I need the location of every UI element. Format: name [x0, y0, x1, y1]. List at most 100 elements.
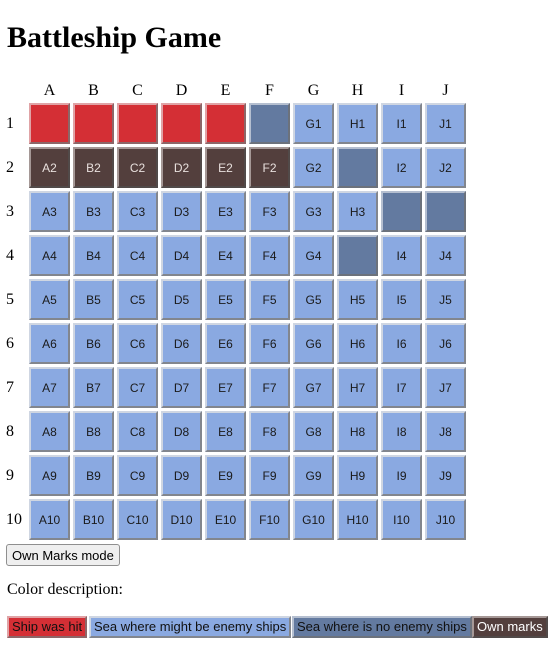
cell-d8[interactable]: D8 — [161, 411, 202, 452]
cell-j5[interactable]: J5 — [425, 279, 466, 320]
cell-j10[interactable]: J10 — [425, 499, 466, 540]
cell-a6[interactable]: A6 — [29, 323, 70, 364]
cell-b2[interactable]: B2 — [73, 147, 114, 188]
cell-a7[interactable]: A7 — [29, 367, 70, 408]
cell-i7[interactable]: I7 — [381, 367, 422, 408]
cell-j7[interactable]: J7 — [425, 367, 466, 408]
own-marks-mode-button[interactable]: Own Marks mode — [6, 544, 120, 566]
cell-j8[interactable]: J8 — [425, 411, 466, 452]
cell-f10[interactable]: F10 — [249, 499, 290, 540]
cell-h4[interactable] — [337, 235, 378, 276]
cell-i1[interactable]: I1 — [381, 103, 422, 144]
cell-e9[interactable]: E9 — [205, 455, 246, 496]
cell-b1[interactable] — [73, 103, 114, 144]
cell-a5[interactable]: A5 — [29, 279, 70, 320]
cell-i2[interactable]: I2 — [381, 147, 422, 188]
cell-h9[interactable]: H9 — [337, 455, 378, 496]
cell-g1[interactable]: G1 — [293, 103, 334, 144]
cell-h5[interactable]: H5 — [337, 279, 378, 320]
cell-d3[interactable]: D3 — [161, 191, 202, 232]
cell-f7[interactable]: F7 — [249, 367, 290, 408]
cell-d10[interactable]: D10 — [161, 499, 202, 540]
cell-g2[interactable]: G2 — [293, 147, 334, 188]
cell-g8[interactable]: G8 — [293, 411, 334, 452]
cell-g10[interactable]: G10 — [293, 499, 334, 540]
cell-i6[interactable]: I6 — [381, 323, 422, 364]
cell-c8[interactable]: C8 — [117, 411, 158, 452]
cell-a10[interactable]: A10 — [29, 499, 70, 540]
cell-a4[interactable]: A4 — [29, 235, 70, 276]
cell-c4[interactable]: C4 — [117, 235, 158, 276]
cell-g6[interactable]: G6 — [293, 323, 334, 364]
cell-f8[interactable]: F8 — [249, 411, 290, 452]
cell-h10[interactable]: H10 — [337, 499, 378, 540]
cell-d9[interactable]: D9 — [161, 455, 202, 496]
cell-h6[interactable]: H6 — [337, 323, 378, 364]
cell-c5[interactable]: C5 — [117, 279, 158, 320]
cell-c3[interactable]: C3 — [117, 191, 158, 232]
cell-g5[interactable]: G5 — [293, 279, 334, 320]
cell-b7[interactable]: B7 — [73, 367, 114, 408]
cell-b6[interactable]: B6 — [73, 323, 114, 364]
cell-c2[interactable]: C2 — [117, 147, 158, 188]
cell-j6[interactable]: J6 — [425, 323, 466, 364]
cell-c6[interactable]: C6 — [117, 323, 158, 364]
cell-h8[interactable]: H8 — [337, 411, 378, 452]
cell-g3[interactable]: G3 — [293, 191, 334, 232]
cell-e4[interactable]: E4 — [205, 235, 246, 276]
cell-j9[interactable]: J9 — [425, 455, 466, 496]
cell-f1[interactable] — [249, 103, 290, 144]
cell-d5[interactable]: D5 — [161, 279, 202, 320]
cell-e10[interactable]: E10 — [205, 499, 246, 540]
cell-a9[interactable]: A9 — [29, 455, 70, 496]
cell-f6[interactable]: F6 — [249, 323, 290, 364]
cell-c7[interactable]: C7 — [117, 367, 158, 408]
cell-a3[interactable]: A3 — [29, 191, 70, 232]
cell-e2[interactable]: E2 — [205, 147, 246, 188]
cell-b5[interactable]: B5 — [73, 279, 114, 320]
cell-a1[interactable] — [29, 103, 70, 144]
cell-d6[interactable]: D6 — [161, 323, 202, 364]
cell-g7[interactable]: G7 — [293, 367, 334, 408]
cell-i4[interactable]: I4 — [381, 235, 422, 276]
cell-f9[interactable]: F9 — [249, 455, 290, 496]
cell-d4[interactable]: D4 — [161, 235, 202, 276]
cell-h1[interactable]: H1 — [337, 103, 378, 144]
cell-a8[interactable]: A8 — [29, 411, 70, 452]
cell-i3[interactable] — [381, 191, 422, 232]
cell-e5[interactable]: E5 — [205, 279, 246, 320]
cell-b4[interactable]: B4 — [73, 235, 114, 276]
cell-b9[interactable]: B9 — [73, 455, 114, 496]
cell-d7[interactable]: D7 — [161, 367, 202, 408]
cell-e8[interactable]: E8 — [205, 411, 246, 452]
cell-e6[interactable]: E6 — [205, 323, 246, 364]
cell-g9[interactable]: G9 — [293, 455, 334, 496]
cell-i9[interactable]: I9 — [381, 455, 422, 496]
cell-f4[interactable]: F4 — [249, 235, 290, 276]
cell-h3[interactable]: H3 — [337, 191, 378, 232]
cell-d2[interactable]: D2 — [161, 147, 202, 188]
cell-e7[interactable]: E7 — [205, 367, 246, 408]
cell-i8[interactable]: I8 — [381, 411, 422, 452]
cell-f5[interactable]: F5 — [249, 279, 290, 320]
cell-i5[interactable]: I5 — [381, 279, 422, 320]
cell-j2[interactable]: J2 — [425, 147, 466, 188]
cell-i10[interactable]: I10 — [381, 499, 422, 540]
cell-c9[interactable]: C9 — [117, 455, 158, 496]
cell-f2[interactable]: F2 — [249, 147, 290, 188]
cell-f3[interactable]: F3 — [249, 191, 290, 232]
cell-a2[interactable]: A2 — [29, 147, 70, 188]
cell-d1[interactable] — [161, 103, 202, 144]
cell-b8[interactable]: B8 — [73, 411, 114, 452]
cell-h2[interactable] — [337, 147, 378, 188]
cell-j1[interactable]: J1 — [425, 103, 466, 144]
cell-j3[interactable] — [425, 191, 466, 232]
cell-j4[interactable]: J4 — [425, 235, 466, 276]
cell-e1[interactable] — [205, 103, 246, 144]
cell-h7[interactable]: H7 — [337, 367, 378, 408]
cell-b3[interactable]: B3 — [73, 191, 114, 232]
cell-g4[interactable]: G4 — [293, 235, 334, 276]
cell-c10[interactable]: C10 — [117, 499, 158, 540]
cell-e3[interactable]: E3 — [205, 191, 246, 232]
cell-b10[interactable]: B10 — [73, 499, 114, 540]
